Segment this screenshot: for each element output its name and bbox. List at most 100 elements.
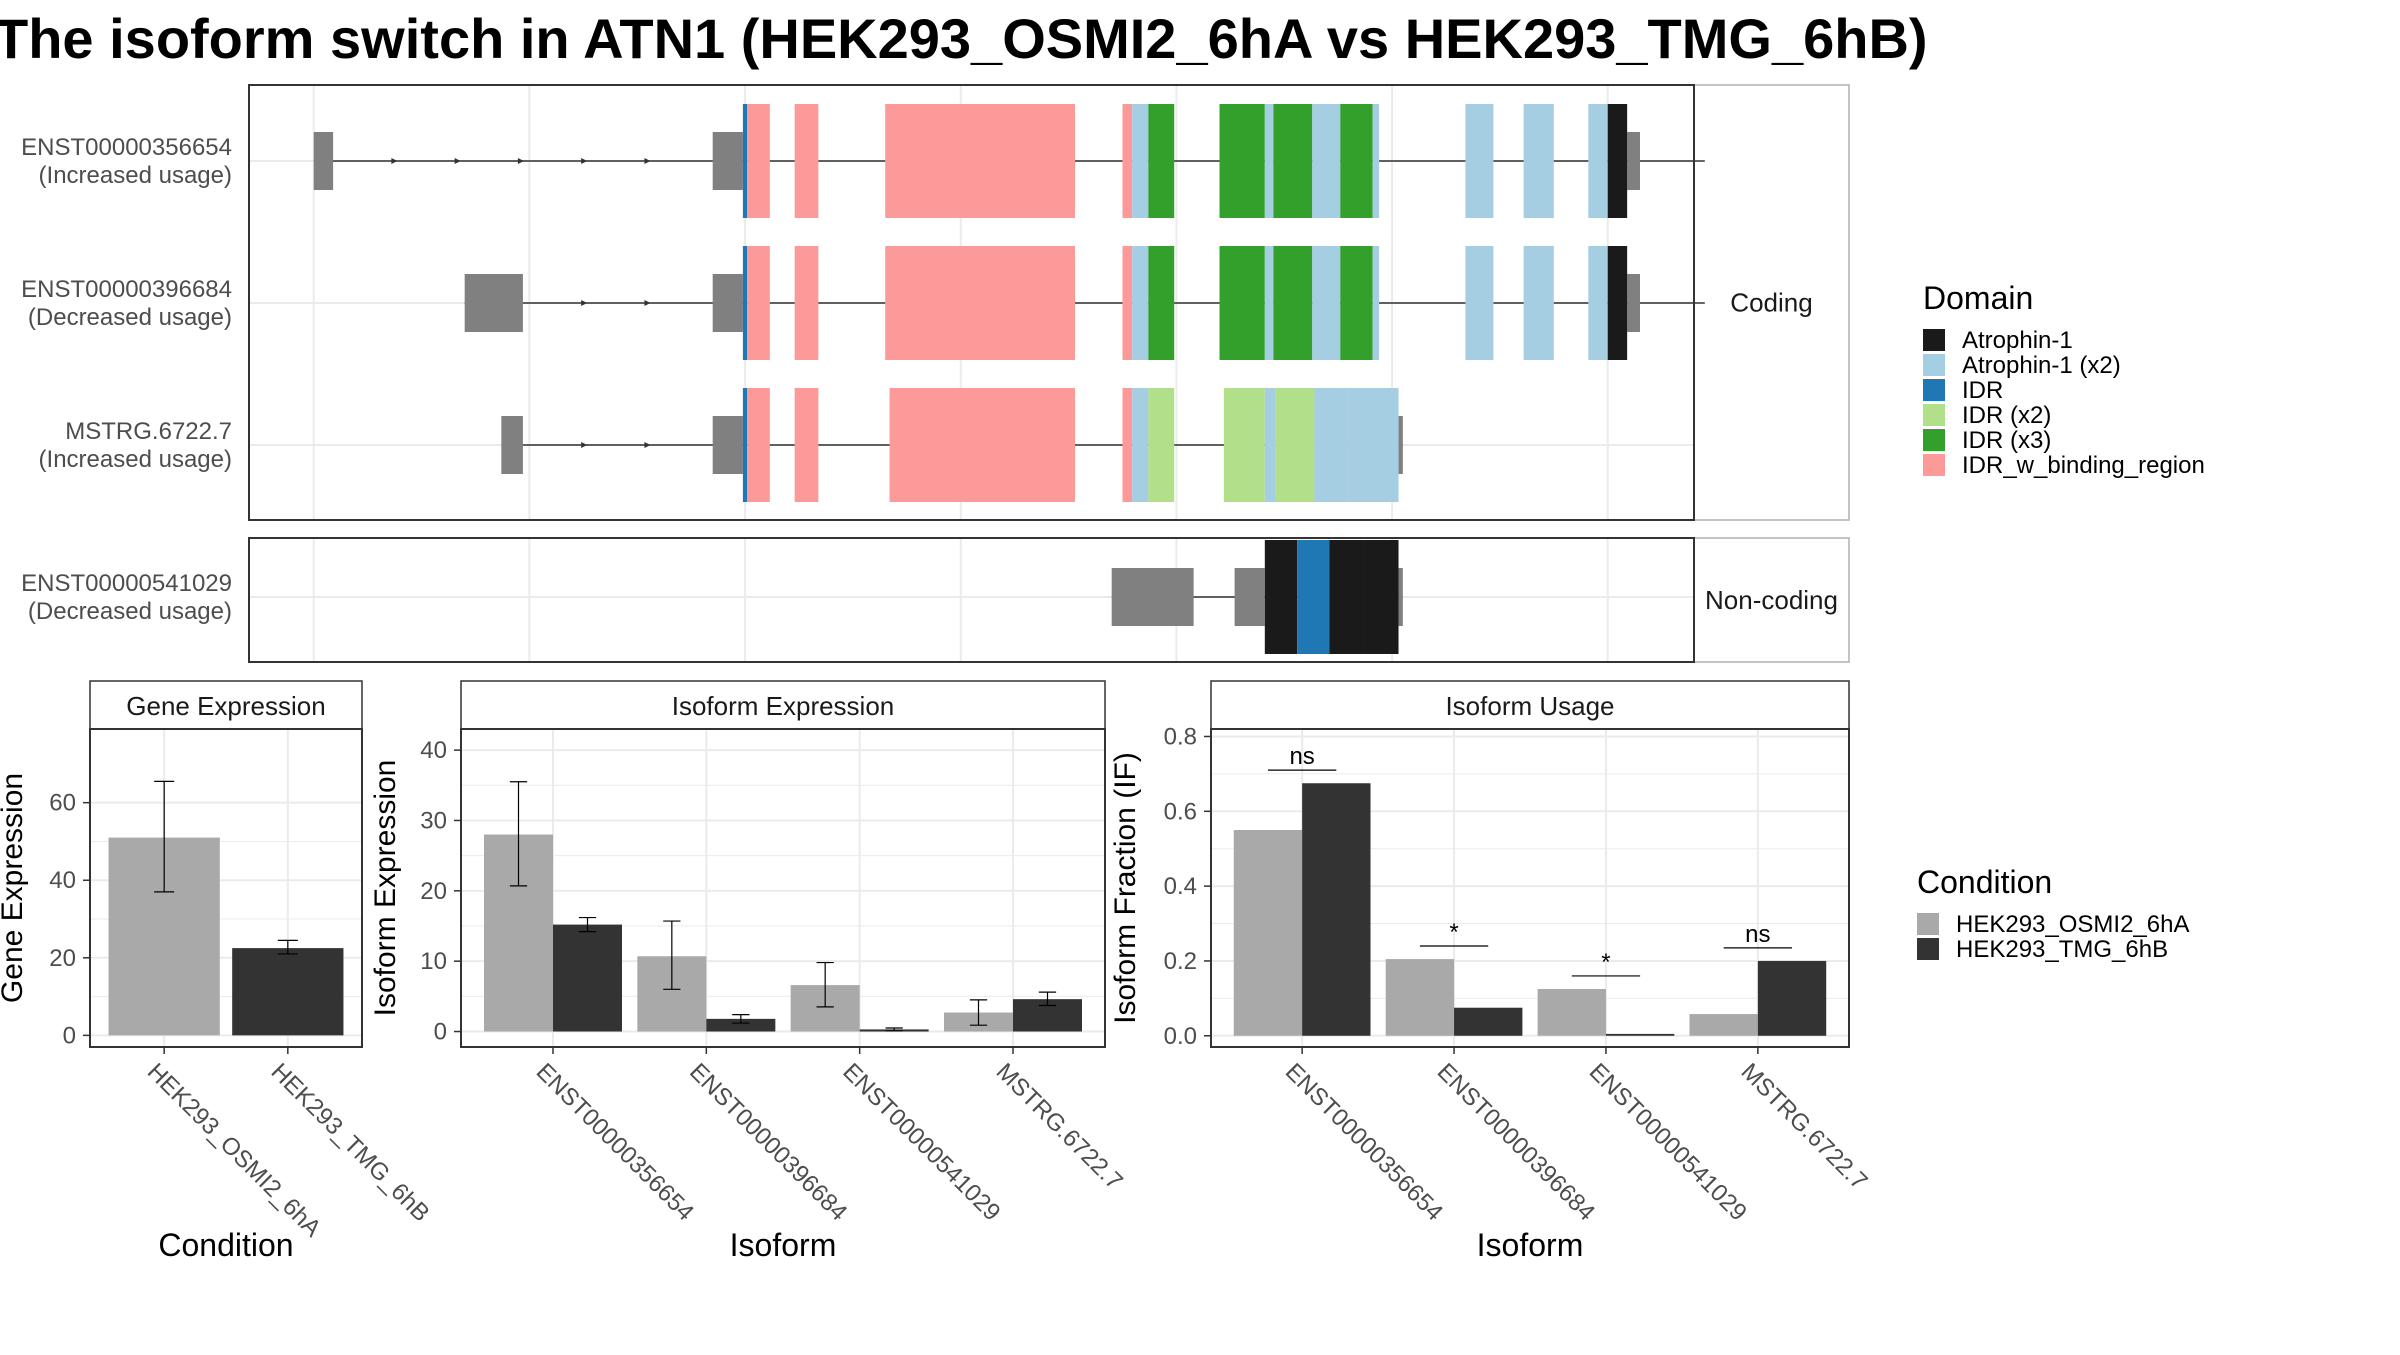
chart-isoform-usage: Isoform Usage ns * * ns 0.0 0.2 0.4 0.6 0.8 ENST00… [1109,680,1873,1263]
facet-non-coding: Non-coding [249,537,1850,663]
cds-exon-idr-x2 [1148,388,1175,502]
x-tick-label: ENST00000541029 [837,1058,1005,1226]
chart-title-strip [1210,680,1850,730]
legend-title: Domain [1923,280,2033,316]
cds-exon-atrophin-1-x2 [1588,104,1608,218]
utr-exon [1627,132,1640,190]
x-axis-label: Isoform [1477,1227,1584,1263]
cds-exon-atrophin-1 [1264,540,1298,654]
cds-exon-atrophin-1-x2 [1264,388,1276,502]
utr-exon [712,274,743,332]
cds-exon-atrophin-1-x2 [1465,246,1494,360]
bar-enst00000396684 [1454,1007,1523,1036]
cds-exon-idr [742,388,748,502]
legend-label: Atrophin-1 [1962,327,2073,354]
bar-enst00000541029 [1605,1033,1675,1036]
legend-label: IDR_w_binding_region [1962,452,2205,479]
y-tick-label: 60 [49,790,76,817]
bar-enst00000356654 [1233,830,1303,1036]
x-tick-label: ENST00000541029 [1584,1058,1752,1226]
cds-exon-idr-w-binding-region [889,388,1076,502]
transcript-id-label: ENST00000356654 [21,134,232,161]
transcript-structure-panel: CodingNon-codingENST00000356654(Increase… [21,84,1850,663]
facet-label: Non-coding [1705,585,1838,615]
y-axis-label: Isoform Fraction (IF) [1109,752,1142,1024]
chart-title: Isoform Expression [672,691,895,721]
plot-border [89,728,363,1048]
transcript-row: ENST00000396684(Decreased usage) [21,246,1705,360]
y-tick-label: 20 [49,945,76,972]
cds-exon-atrophin-1 [1607,104,1628,218]
facet-label: Coding [1730,288,1812,318]
intron-arrow [644,158,651,164]
intron-arrow [644,442,651,448]
cds-exon-idr-w-binding-region [885,104,1076,218]
legend-swatch [1917,938,1939,960]
cds-exon-idr [742,246,748,360]
cds-exon-atrophin-1-x2 [1372,246,1380,360]
cds-exon-idr-w-binding-region [794,246,819,360]
legend-label: Atrophin-1 (x2) [1962,352,2121,379]
y-tick-label: 0.4 [1164,873,1197,900]
bar-mstrg-6722-7 [1757,960,1827,1036]
cds-exon-atrophin-1-x2 [1264,104,1274,218]
chart-title: Isoform Usage [1445,691,1614,721]
intron-arrow [644,300,651,306]
y-tick-label: 40 [49,867,76,894]
bar-enst00000356654 [1302,783,1371,1036]
significance-label: ns [1289,743,1314,770]
cds-exon-idr-x3 [1219,246,1265,360]
cds-exon-idr [742,104,748,218]
legend-title: Condition [1917,864,2052,900]
x-tick-label: ENST00000356654 [1280,1058,1448,1226]
cds-exon-atrophin-1-x2 [1523,104,1554,218]
bar-mstrg-6722-7 [1689,1014,1758,1036]
cds-exon-atrophin-1-x2 [1465,104,1494,218]
cds-exon-atrophin-1-x2 [1348,388,1399,502]
transcript-row: ENST00000356654(Increased usage) [21,104,1705,218]
y-tick-label: 10 [420,948,447,975]
figure-title: The isoform switch in ATN1 (HEK293_OSMI2… [0,7,1928,70]
bar-hek293-tmg-6hb [232,948,344,1036]
utr-exon [712,416,743,474]
transcript-usage-label: (Increased usage) [39,446,232,473]
cds-exon-idr-w-binding-region [885,246,1076,360]
cds-exon-idr-x3 [1219,104,1265,218]
y-tick-label: 0 [63,1022,76,1049]
cds-exon-atrophin-1-x2 [1312,246,1341,360]
chart-title-strip [89,680,363,730]
utr-exon [1111,568,1194,626]
cds-exon-atrophin-1-x2 [1264,246,1274,360]
legend-swatch [1923,354,1945,376]
facet-strip [1693,537,1850,663]
cds-exon-atrophin-1-x2 [1132,388,1149,502]
transcript-usage-label: (Decreased usage) [28,598,232,625]
x-tick-label: MSTRG.6722.7 [1736,1058,1873,1195]
y-tick-label: 0.0 [1164,1023,1197,1050]
cds-exon-idr-w-binding-region [747,246,770,360]
transcript-row: MSTRG.6722.7(Increased usage) [39,388,1403,502]
cds-exon-idr [1297,540,1330,654]
cds-exon-atrophin-1-x2 [1312,104,1341,218]
legend-swatch [1917,913,1939,935]
transcript-usage-label: (Increased usage) [39,162,232,189]
intron-arrow [391,158,398,164]
bar-enst00000541029 [1537,989,1606,1036]
cds-exon-idr-x3 [1273,104,1313,218]
y-tick-label: 0.8 [1164,723,1197,750]
facet-background [249,538,1694,662]
x-tick-label: MSTRG.6722.7 [991,1058,1128,1195]
facet-strip [1693,84,1850,521]
cds-exon-atrophin-1 [1607,246,1628,360]
y-tick-label: 40 [420,737,447,764]
cds-exon-idr-x2 [1223,388,1265,502]
legend-swatch [1923,404,1945,426]
utr-exon [501,416,523,474]
utr-exon [464,274,523,332]
cds-exon-atrophin-1-x2 [1132,104,1149,218]
bar-enst00000356654 [553,924,622,1032]
